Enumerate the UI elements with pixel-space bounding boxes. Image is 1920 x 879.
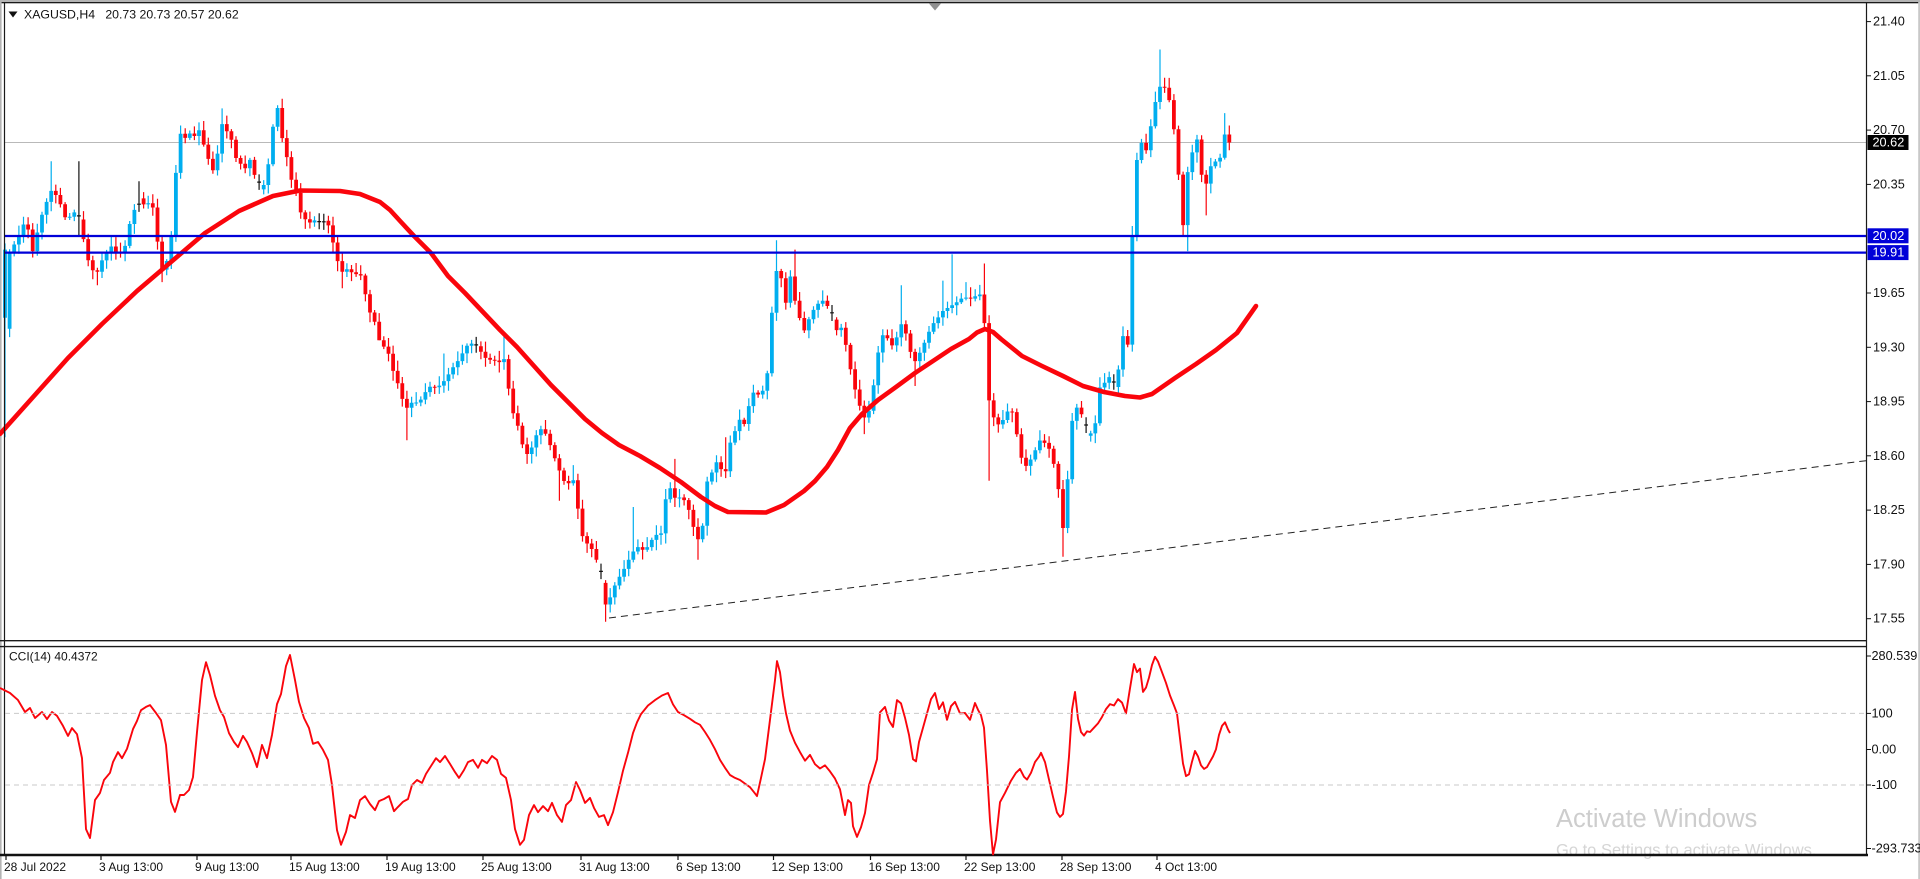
svg-text:19.65: 19.65 <box>1873 286 1905 300</box>
svg-text:4 Oct 13:00: 4 Oct 13:00 <box>1155 860 1217 874</box>
svg-text:17.55: 17.55 <box>1873 612 1905 626</box>
svg-text:Activate Windows: Activate Windows <box>1556 805 1757 833</box>
svg-text:9 Aug 13:00: 9 Aug 13:00 <box>195 860 259 874</box>
svg-text:19.30: 19.30 <box>1873 340 1905 354</box>
svg-text:20.70: 20.70 <box>1873 123 1905 137</box>
svg-text:15 Aug 13:00: 15 Aug 13:00 <box>289 860 360 874</box>
svg-text:25 Aug 13:00: 25 Aug 13:00 <box>481 860 552 874</box>
svg-text:22 Sep 13:00: 22 Sep 13:00 <box>964 860 1036 874</box>
svg-text:20.35: 20.35 <box>1873 177 1905 191</box>
svg-text:18.95: 18.95 <box>1873 395 1905 409</box>
svg-text:21.40: 21.40 <box>1873 15 1905 29</box>
svg-text:21.05: 21.05 <box>1873 69 1905 83</box>
svg-text:19.91: 19.91 <box>1873 246 1905 260</box>
svg-text:28 Sep 13:00: 28 Sep 13:00 <box>1060 860 1132 874</box>
svg-text:CCI(14) 40.4372: CCI(14) 40.4372 <box>9 650 98 664</box>
svg-text:31 Aug 13:00: 31 Aug 13:00 <box>579 860 650 874</box>
svg-text:Go to Settings to activate Win: Go to Settings to activate Windows. <box>1556 842 1816 860</box>
svg-text:-100: -100 <box>1872 778 1897 792</box>
svg-text:280.539: 280.539 <box>1872 649 1918 663</box>
svg-text:17.90: 17.90 <box>1873 557 1905 571</box>
svg-text:0.00: 0.00 <box>1872 743 1897 757</box>
svg-text:3 Aug 13:00: 3 Aug 13:00 <box>99 860 163 874</box>
svg-text:16 Sep 13:00: 16 Sep 13:00 <box>869 860 941 874</box>
svg-text:6 Sep 13:00: 6 Sep 13:00 <box>676 860 741 874</box>
svg-text:18.60: 18.60 <box>1873 449 1905 463</box>
svg-text:19 Aug 13:00: 19 Aug 13:00 <box>385 860 456 874</box>
svg-text:12 Sep 13:00: 12 Sep 13:00 <box>772 860 844 874</box>
svg-text:28 Jul 2022: 28 Jul 2022 <box>4 860 66 874</box>
svg-text:-293.733: -293.733 <box>1872 842 1920 856</box>
svg-text:100: 100 <box>1872 706 1893 720</box>
svg-text:20.02: 20.02 <box>1873 229 1905 243</box>
svg-text:20.62: 20.62 <box>1873 136 1905 150</box>
svg-text:XAGUSD,H4 20.73 20.73 20.57: XAGUSD,H4 20.73 20.73 20.57 20.62 <box>24 8 239 22</box>
svg-text:18.25: 18.25 <box>1873 503 1905 517</box>
